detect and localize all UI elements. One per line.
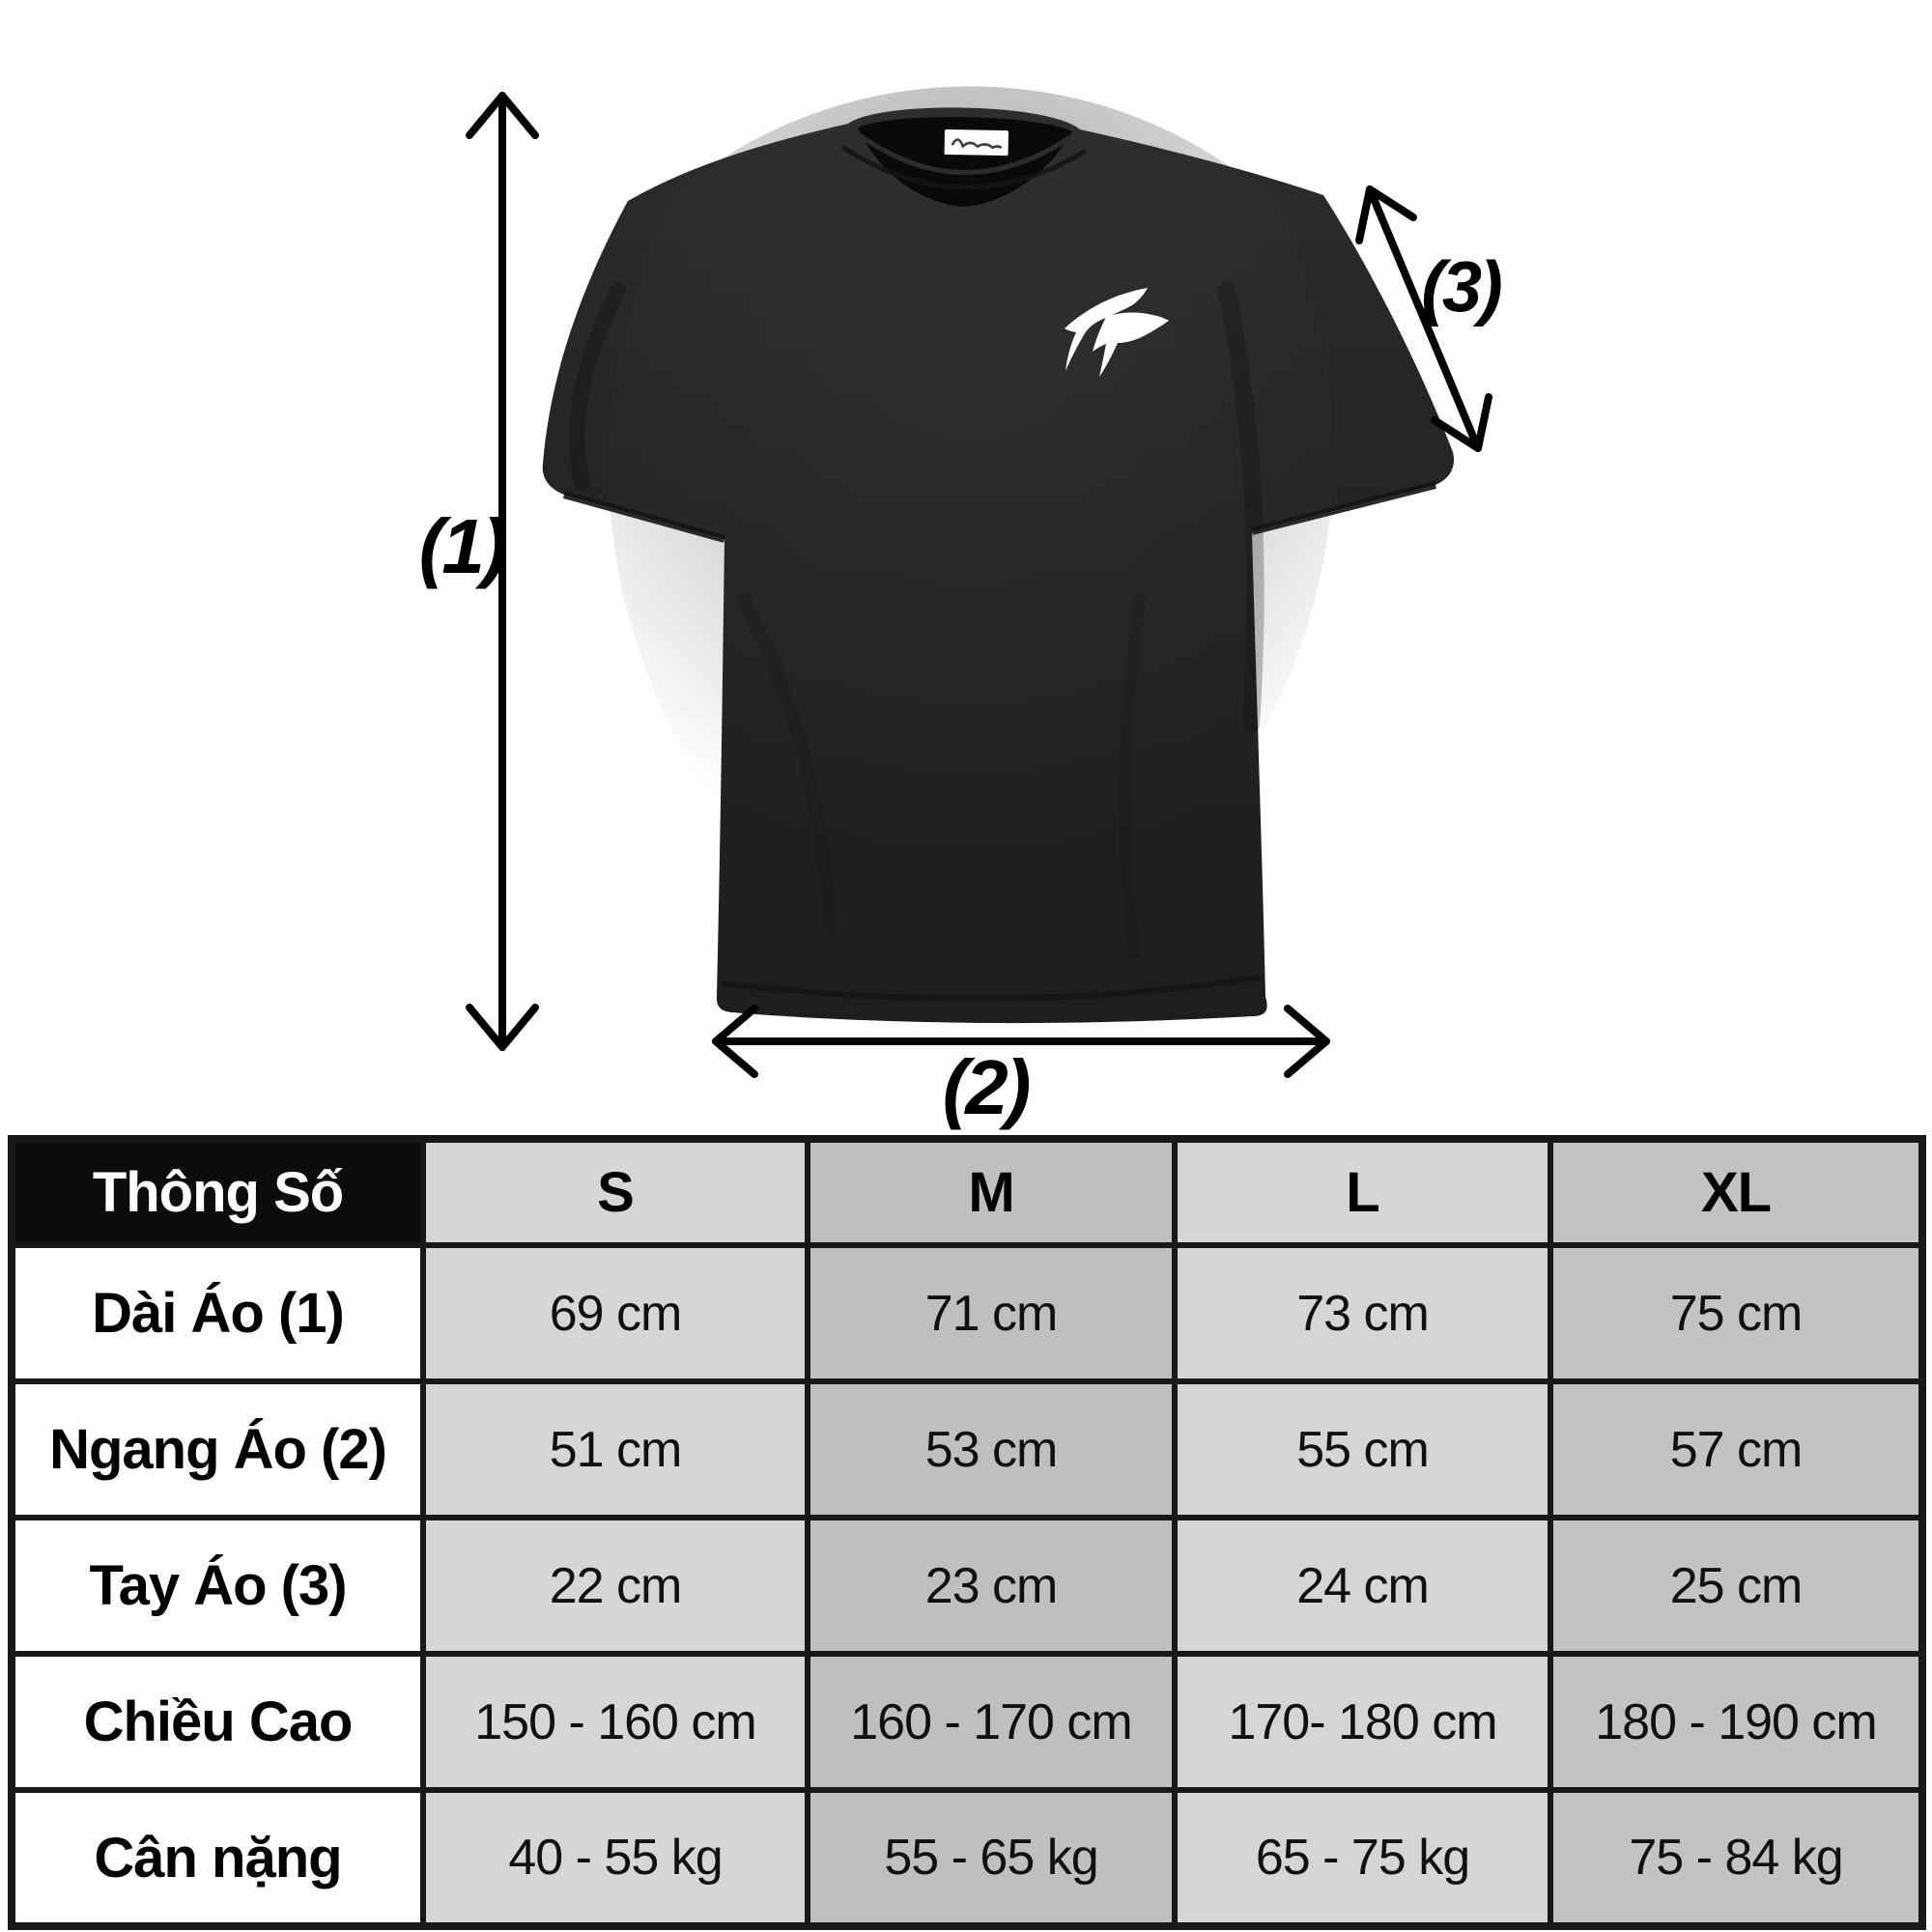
row-label: Dài Áo (1) xyxy=(9,1242,426,1384)
row-label: Ngang Áo (2) xyxy=(9,1378,426,1520)
size-cell: 160 - 170 cm xyxy=(805,1651,1178,1793)
size-cell: 55 - 65 kg xyxy=(805,1787,1178,1929)
size-cell: 55 cm xyxy=(1172,1378,1553,1520)
size-diagram: (1) (2) (3) xyxy=(418,86,1503,1130)
size-cell: 75 - 84 kg xyxy=(1548,1787,1925,1929)
param-header-cell: Thông Số xyxy=(9,1136,426,1248)
size-cell: 57 cm xyxy=(1548,1378,1925,1520)
size-cell: 69 cm xyxy=(420,1242,810,1384)
size-cell: 51 cm xyxy=(420,1378,810,1520)
size-cell: 71 cm xyxy=(805,1242,1178,1384)
table-row: Cân nặng 40 - 55 kg 55 - 65 kg 65 - 75 k… xyxy=(9,1787,1925,1929)
length-label: (1) xyxy=(418,503,508,589)
fabric-wrinkles xyxy=(569,281,1264,962)
size-cell: 170- 180 cm xyxy=(1172,1651,1553,1793)
size-cell: 65 - 75 kg xyxy=(1172,1787,1553,1929)
size-cell: 24 cm xyxy=(1172,1515,1553,1657)
row-label: Chiều Cao xyxy=(9,1651,426,1793)
size-header-xl: XL xyxy=(1548,1136,1925,1248)
sleeve-label: (3) xyxy=(1421,246,1502,327)
size-cell: 40 - 55 kg xyxy=(420,1787,810,1929)
width-label: (2) xyxy=(942,1044,1032,1130)
table-header-row: Thông Số S M L XL xyxy=(9,1136,1925,1248)
size-header-l: L xyxy=(1172,1136,1553,1248)
seams xyxy=(562,481,1436,1002)
size-cell: 53 cm xyxy=(805,1378,1178,1520)
size-cell: 75 cm xyxy=(1548,1242,1925,1384)
size-header-m: M xyxy=(805,1136,1178,1248)
size-cell: 23 cm xyxy=(805,1515,1178,1657)
row-label: Cân nặng xyxy=(9,1787,426,1929)
table-row: Tay Áo (3) 22 cm 23 cm 24 cm 25 cm xyxy=(9,1515,1925,1657)
length-arrow-icon xyxy=(466,92,539,1051)
table-row: Chiều Cao 150 - 160 cm 160 - 170 cm 170-… xyxy=(9,1651,1925,1793)
size-cell: 180 - 190 cm xyxy=(1548,1651,1925,1793)
table-row: Dài Áo (1) 69 cm 71 cm 73 cm 75 cm xyxy=(9,1242,1925,1384)
size-cell: 22 cm xyxy=(420,1515,810,1657)
size-cell: 25 cm xyxy=(1548,1515,1925,1657)
tshirt-measurement-graphic xyxy=(466,86,1492,1078)
width-arrow-icon xyxy=(712,1005,1330,1078)
size-header-s: S xyxy=(420,1136,810,1248)
size-cell: 73 cm xyxy=(1172,1242,1553,1384)
neck-tag-logo xyxy=(951,138,1003,150)
tshirt-silhouette xyxy=(542,86,1455,1024)
size-cell: 150 - 160 cm xyxy=(420,1651,810,1793)
collar xyxy=(840,117,1088,207)
table-row: Ngang Áo (2) 51 cm 53 cm 55 cm 57 cm xyxy=(9,1378,1925,1520)
sleeve-arrow-icon xyxy=(1355,185,1492,452)
row-label: Tay Áo (3) xyxy=(9,1515,426,1657)
size-table: Thông Số S M L XL Dài Áo (1) 69 cm 71 cm… xyxy=(8,1135,1926,1930)
brand-logo-t7 xyxy=(1065,288,1169,377)
neck-tag xyxy=(944,129,1009,156)
